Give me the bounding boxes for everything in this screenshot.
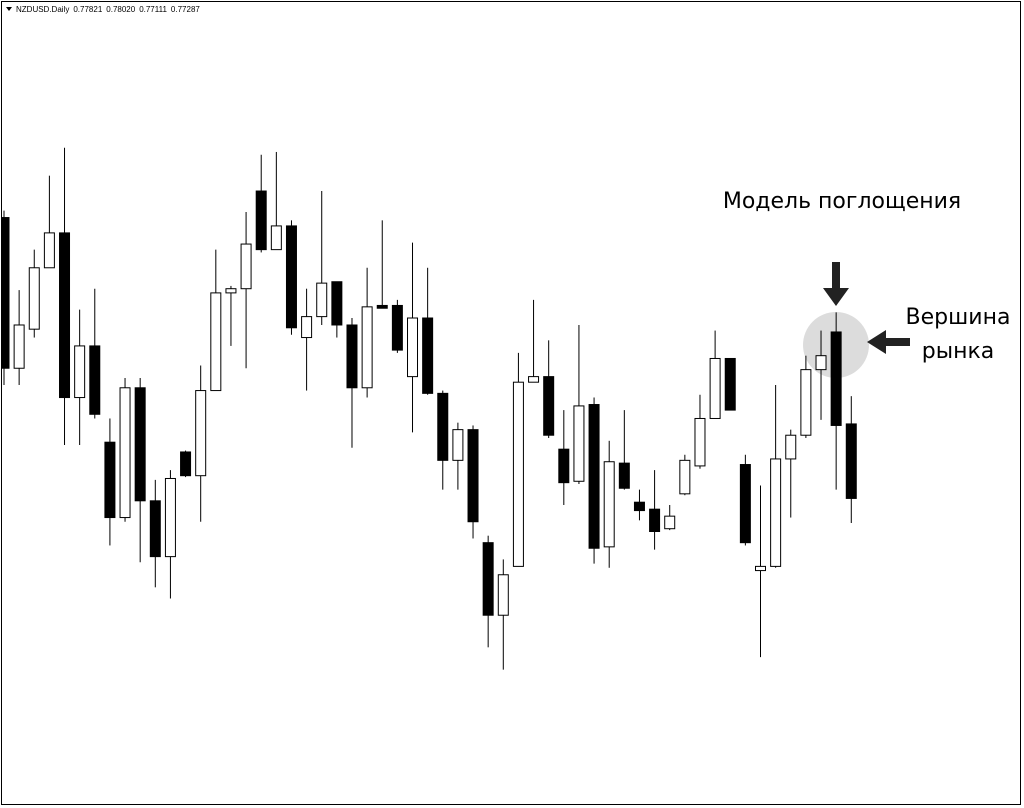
candle-body [301, 316, 313, 339]
candle-body [573, 405, 585, 482]
candle-body [709, 357, 721, 419]
candle-body [800, 369, 812, 436]
candle-body [225, 288, 237, 294]
candle-body [755, 565, 766, 572]
candle-body [270, 225, 282, 251]
candle-body [316, 282, 328, 318]
candle-body [28, 267, 40, 330]
candle-body [815, 355, 827, 371]
candle-body [588, 404, 600, 549]
candle-body [164, 477, 176, 558]
candle-body [603, 461, 615, 548]
candle-body [59, 232, 71, 399]
menu-triangle [6, 7, 12, 11]
candle-body [13, 324, 25, 369]
candle-body [770, 458, 782, 567]
candle-body [482, 542, 494, 616]
candle-body [74, 345, 86, 399]
candle-body [119, 387, 131, 519]
candle-body [149, 500, 161, 558]
candle-body [407, 317, 419, 378]
candle-body [618, 462, 630, 489]
candle-body [285, 225, 297, 329]
candle-body [2, 217, 10, 369]
candle-body [739, 464, 751, 544]
candle-body [361, 306, 373, 389]
annotation: Модель поглощения [723, 189, 961, 214]
candle-body [89, 345, 101, 415]
quote: 0.77287 [171, 5, 200, 14]
candle-body [512, 381, 524, 567]
annotation: рынка [922, 339, 995, 364]
candle-body [346, 324, 358, 389]
arrow-down [823, 262, 849, 306]
candle-body [422, 317, 434, 394]
quote: 0.77111 [139, 5, 167, 14]
candle-body [694, 417, 706, 467]
header: NZDUSD.Daily 0.77821 0.78020 0.77111 0.77287 [16, 5, 200, 14]
candle-body [664, 515, 676, 530]
annotation: Вершина [906, 305, 1011, 330]
candle-body [437, 392, 449, 461]
candle-body [195, 390, 207, 477]
symbol: NZDUSD.Daily [16, 5, 69, 14]
candle-body [391, 304, 403, 351]
candle-body [528, 376, 540, 383]
candle-body [331, 281, 343, 326]
candle-body [845, 423, 857, 499]
candle-body [679, 459, 691, 495]
candle-body [255, 190, 267, 251]
quote: 0.77821 [73, 5, 102, 14]
arrow-left [867, 330, 910, 354]
candle-body [240, 243, 252, 290]
candle-body [633, 501, 645, 512]
candle-body [497, 574, 509, 616]
candle-body [210, 292, 222, 392]
candle-body [558, 448, 570, 484]
candle-body [543, 376, 555, 436]
candle-body [180, 451, 192, 477]
candle-body [467, 429, 479, 523]
candles [2, 147, 857, 670]
candle-body [785, 434, 797, 460]
candle-body [830, 331, 842, 426]
candle-body [649, 508, 661, 533]
candle-body [452, 429, 464, 461]
candle-body [43, 232, 55, 269]
quote: 0.78020 [106, 5, 135, 14]
candle-body [376, 304, 388, 309]
candle-body [724, 357, 736, 411]
candle-body [134, 387, 146, 502]
candle-body [104, 441, 116, 519]
